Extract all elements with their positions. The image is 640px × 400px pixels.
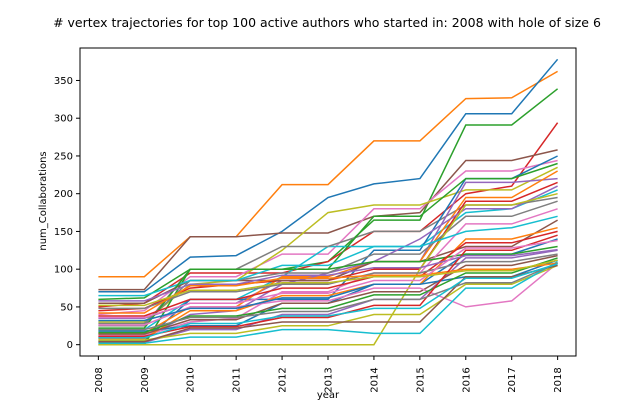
y-tick-label: 200: [54, 189, 73, 200]
series-line-30: [98, 260, 558, 344]
x-tick-label: 2010: [186, 367, 197, 392]
series-line-17: [98, 208, 558, 337]
series-line-22: [98, 226, 558, 340]
x-tick-label: 2016: [461, 367, 472, 392]
y-tick-label: 350: [54, 76, 73, 87]
x-tick-label: 2011: [232, 367, 243, 392]
x-axis-label: year: [317, 390, 340, 400]
x-tick-label: 2013: [324, 367, 335, 392]
series-line-38: [98, 262, 558, 331]
series-line-23: [98, 245, 558, 329]
x-tick-label: 2012: [278, 367, 289, 392]
y-axis: 0 50 100 150 200 250 300 350: [54, 76, 80, 351]
x-tick-label: 2009: [140, 367, 151, 392]
y-tick-label: 150: [54, 227, 73, 238]
y-tick-label: 250: [54, 151, 73, 162]
series-line-25: [98, 249, 558, 344]
series-line-36: [98, 264, 558, 343]
series-line-2: [98, 58, 559, 293]
series-line-39: [98, 259, 558, 307]
series-line-40: [98, 263, 558, 339]
chart-title: # vertex trajectories for top 100 active…: [53, 15, 601, 30]
series-layer: [98, 58, 559, 346]
x-tick-label: 2015: [415, 367, 426, 392]
series-line-12: [98, 170, 558, 335]
series-line-1: [98, 70, 558, 278]
series-line-20: [98, 215, 558, 297]
y-tick-label: 100: [54, 265, 73, 276]
series-line-3: [98, 88, 559, 301]
x-axis: 2008 2009 2010 2011 2012 2013 2014 2015 2016 2017…: [94, 356, 564, 393]
series-line-4: [98, 122, 559, 308]
series-line-5: [98, 149, 558, 291]
series-line-29: [98, 264, 558, 341]
x-tick-label: 2008: [94, 367, 105, 392]
x-tick-label: 2018: [553, 367, 564, 392]
y-axis-label: num_Collaborations: [38, 151, 49, 250]
x-tick-label: 2017: [507, 367, 518, 392]
y-tick-label: 0: [67, 340, 73, 351]
series-line-35: [98, 248, 558, 302]
y-tick-label: 50: [60, 302, 73, 313]
series-line-37: [98, 239, 558, 319]
x-tick-label: 2014: [369, 367, 380, 392]
series-line-26: [98, 254, 558, 335]
y-tick-label: 300: [54, 114, 73, 125]
series-line-24: [98, 230, 558, 317]
series-line-19: [98, 192, 558, 346]
series-line-34: [98, 234, 558, 338]
plot-frame: [79, 47, 577, 357]
series-line-28: [98, 253, 558, 310]
